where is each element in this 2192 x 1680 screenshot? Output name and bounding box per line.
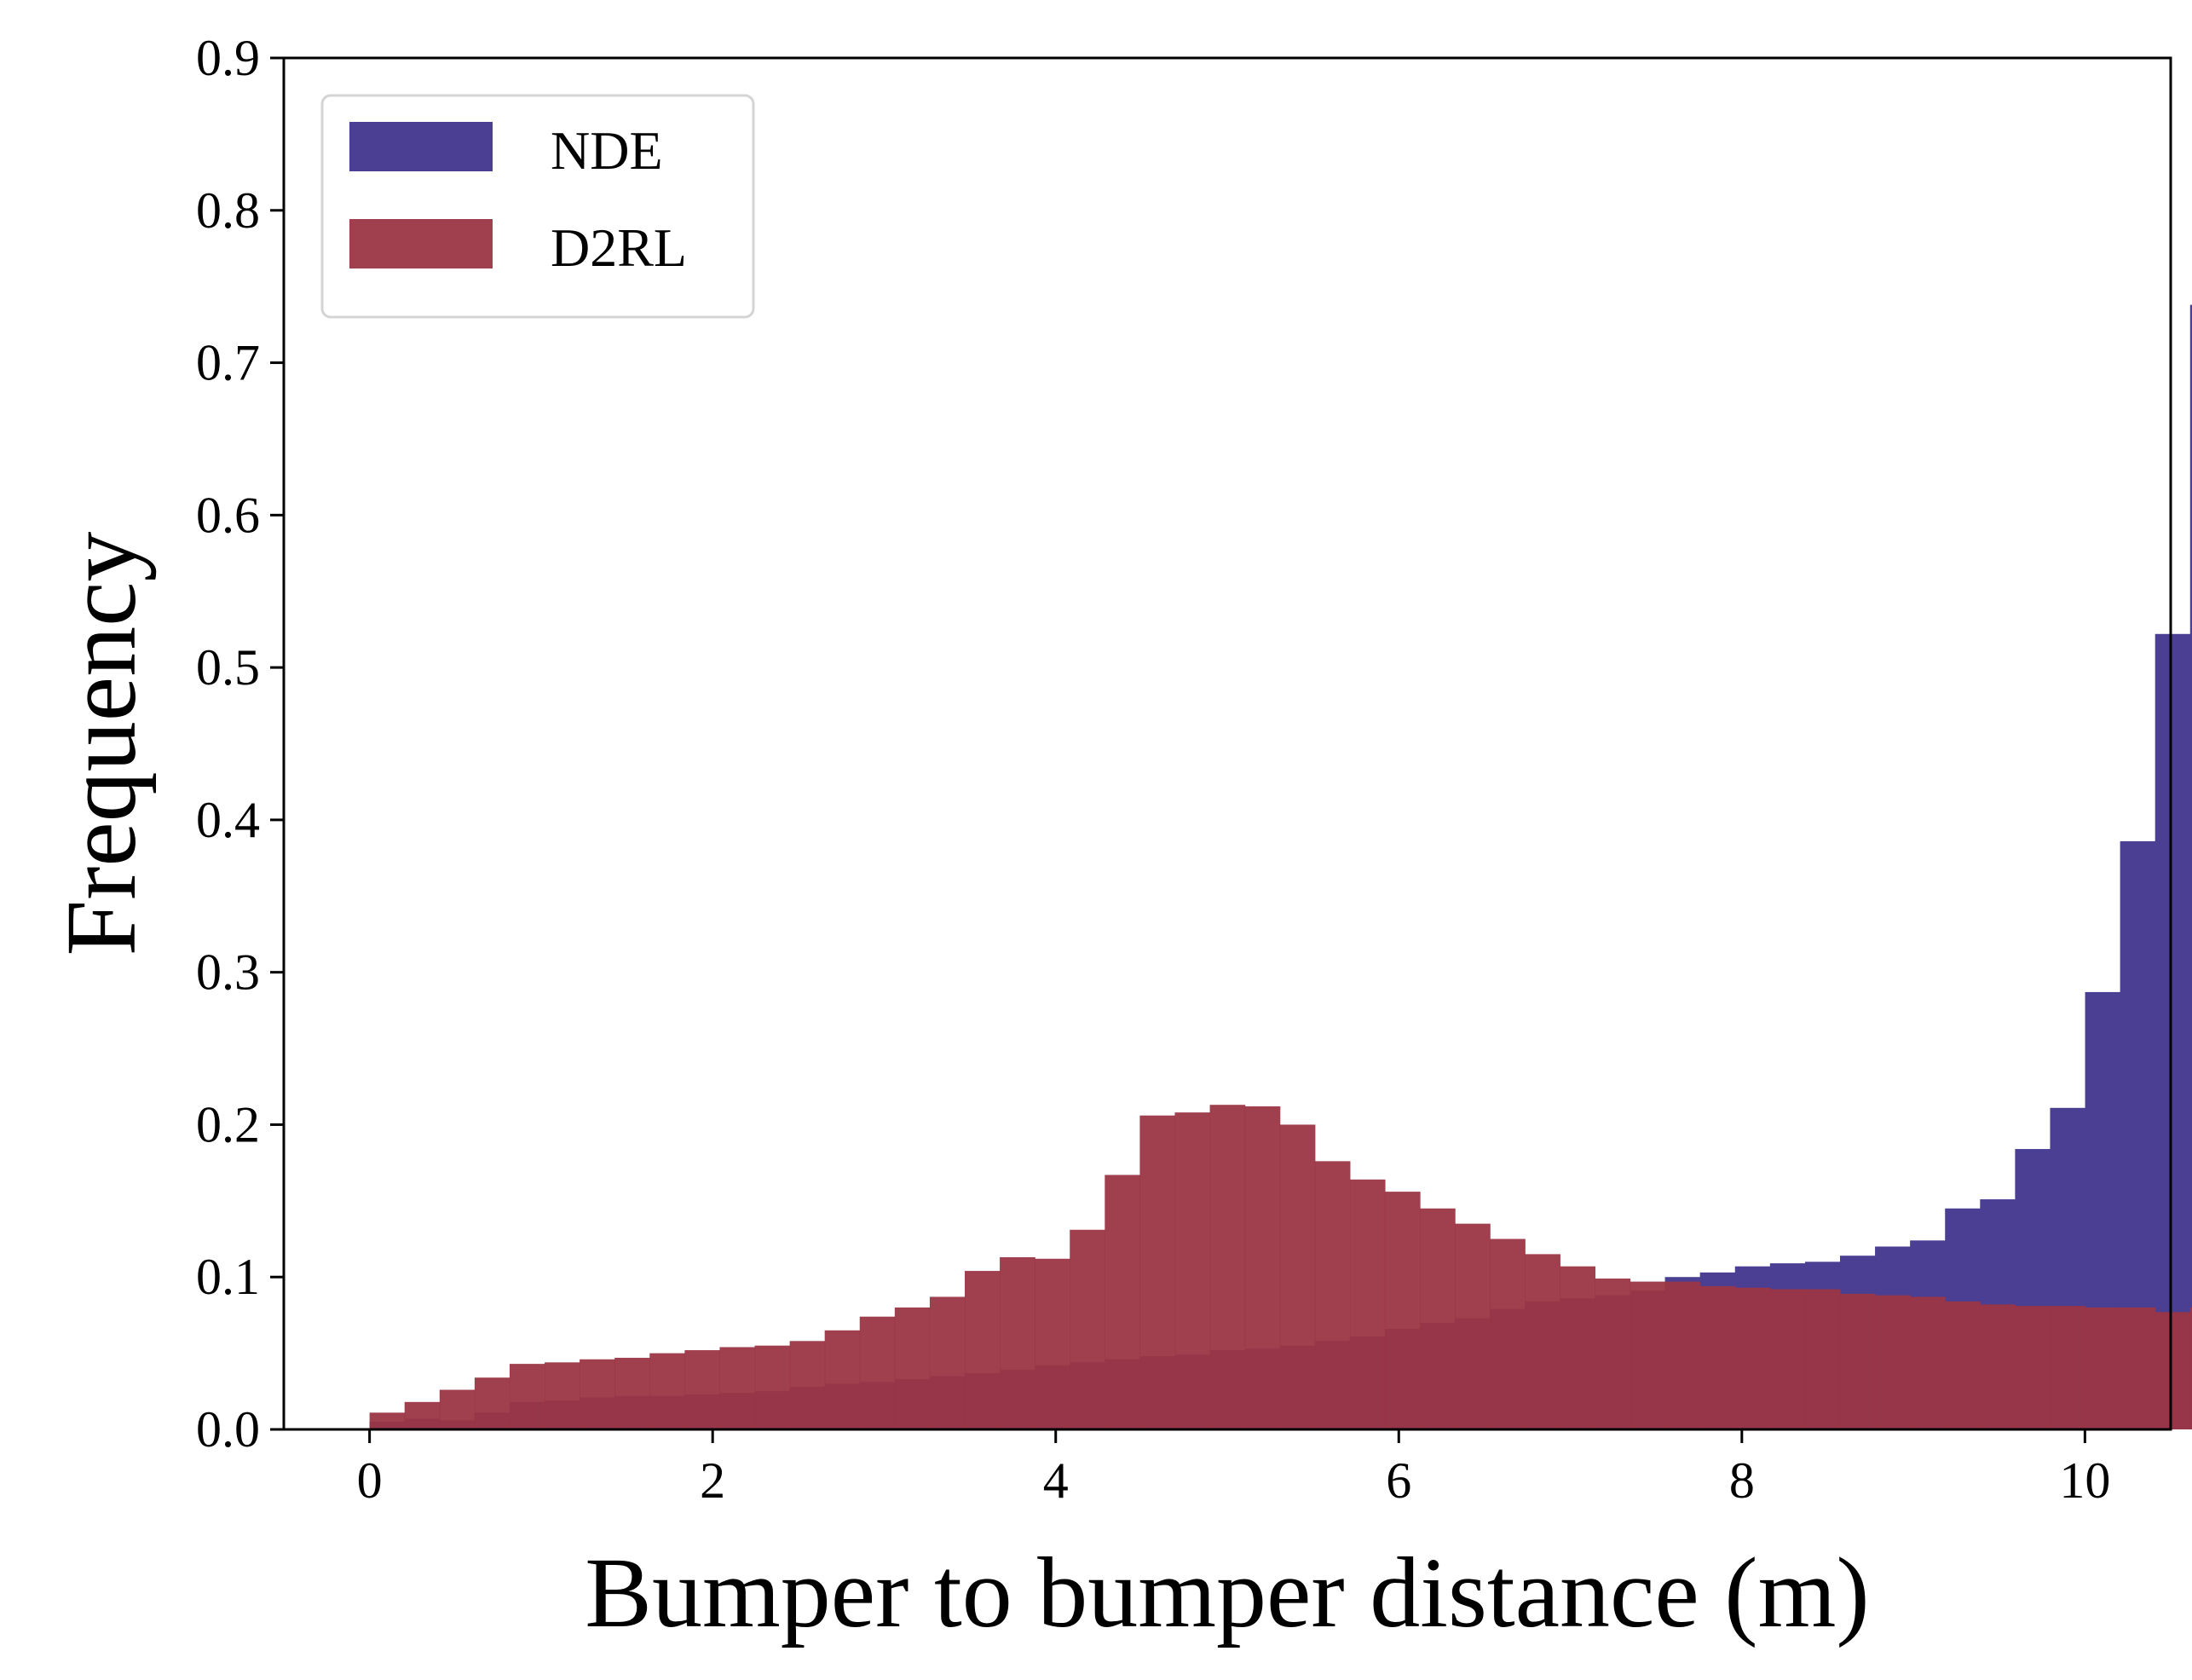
y-tick-label: 0.9 xyxy=(196,30,260,86)
bar-d2rl xyxy=(2155,1312,2191,1429)
bar-d2rl xyxy=(1980,1304,2016,1429)
x-tick-label: 2 xyxy=(700,1452,725,1509)
y-tick-label: 0.7 xyxy=(196,335,260,391)
bar-d2rl xyxy=(1349,1179,1386,1429)
bar-d2rl xyxy=(2085,1307,2121,1429)
y-tick-label: 0.5 xyxy=(196,639,260,696)
bar-d2rl xyxy=(439,1389,476,1429)
x-axis: 0 2 4 6 8 10 xyxy=(357,1429,2110,1509)
bar-d2rl xyxy=(1105,1175,1140,1429)
bar-d2rl xyxy=(509,1364,545,1429)
x-tick-label: 0 xyxy=(357,1452,383,1509)
legend-label-d2rl: D2RL xyxy=(551,217,687,278)
legend: NDE D2RL xyxy=(320,94,755,319)
bar-d2rl xyxy=(1875,1295,1911,1429)
bar-d2rl xyxy=(684,1350,721,1429)
y-tick-label: 0.4 xyxy=(196,792,260,848)
bar-d2rl xyxy=(789,1341,826,1429)
bar-d2rl xyxy=(1314,1161,1351,1429)
bar-d2rl xyxy=(1734,1287,1771,1429)
bar-d2rl xyxy=(2189,1307,2192,1429)
bar-d2rl xyxy=(1279,1124,1316,1429)
bar-d2rl xyxy=(545,1362,580,1429)
bar-d2rl xyxy=(754,1345,791,1429)
bar-d2rl xyxy=(1035,1258,1070,1429)
plot-frame xyxy=(282,56,2172,1431)
bar-d2rl xyxy=(1595,1279,1631,1429)
bar-d2rl xyxy=(1174,1112,1211,1429)
bar-d2rl xyxy=(369,1412,406,1429)
x-tick-label: 4 xyxy=(1043,1452,1069,1509)
bar-d2rl xyxy=(404,1401,441,1429)
bar-d2rl xyxy=(1664,1281,1701,1429)
bar-d2rl xyxy=(1839,1293,1876,1429)
y-axis: 0.0 0.1 0.2 0.3 0.4 0.5 0.6 0.7 0.8 0.9 xyxy=(196,30,284,1458)
legend-swatch-nde xyxy=(349,122,493,171)
bar-d2rl xyxy=(964,1271,1001,1429)
legend-swatch-d2rl xyxy=(349,219,493,268)
bar-d2rl xyxy=(1455,1223,1491,1429)
bar-d2rl xyxy=(1525,1254,1560,1429)
y-tick-label: 0.8 xyxy=(196,182,260,239)
series-d2rl-bars xyxy=(369,1105,2192,1429)
bar-d2rl xyxy=(1070,1229,1105,1429)
bar-d2rl xyxy=(2120,1307,2156,1429)
x-tick-label: 6 xyxy=(1386,1452,1411,1509)
bar-d2rl xyxy=(2050,1306,2086,1429)
bar-d2rl xyxy=(824,1330,861,1429)
bar-d2rl xyxy=(1560,1266,1596,1429)
x-tick-label: 8 xyxy=(1729,1452,1755,1509)
bar-nde xyxy=(2155,633,2191,1429)
bar-nde xyxy=(2189,304,2192,1429)
y-tick-label: 0.1 xyxy=(196,1249,260,1305)
bar-d2rl xyxy=(929,1296,966,1429)
bar-d2rl xyxy=(719,1347,756,1429)
bar-d2rl xyxy=(1804,1289,1841,1429)
bar-d2rl xyxy=(894,1307,931,1429)
bar-d2rl xyxy=(1209,1105,1246,1429)
bar-d2rl xyxy=(859,1316,896,1429)
bar-d2rl xyxy=(1000,1256,1035,1429)
bars-layer xyxy=(369,304,2192,1429)
y-tick-label: 0.0 xyxy=(196,1401,260,1458)
bar-d2rl xyxy=(1490,1238,1526,1429)
y-tick-label: 0.2 xyxy=(196,1096,260,1152)
bar-d2rl xyxy=(1420,1208,1456,1429)
bar-d2rl xyxy=(1384,1192,1421,1429)
bar-d2rl xyxy=(614,1357,650,1429)
y-tick-label: 0.6 xyxy=(196,487,260,543)
x-tick-label: 10 xyxy=(2059,1452,2110,1509)
bar-d2rl xyxy=(1139,1115,1176,1429)
y-tick-label: 0.3 xyxy=(196,944,260,1001)
x-axis-title: Bumper to bumper distance (m) xyxy=(585,1537,1869,1648)
bar-d2rl xyxy=(1910,1296,1946,1429)
bar-d2rl xyxy=(2015,1306,2051,1429)
bar-d2rl xyxy=(1945,1301,1981,1429)
bar-d2rl xyxy=(1769,1289,1806,1429)
bar-d2rl xyxy=(474,1377,511,1429)
bar-d2rl xyxy=(649,1353,685,1429)
bar-d2rl xyxy=(1244,1106,1281,1429)
legend-label-nde: NDE xyxy=(551,120,663,181)
bar-d2rl xyxy=(1630,1281,1666,1429)
y-axis-title: Frequency xyxy=(45,531,157,955)
bar-d2rl xyxy=(1699,1285,1736,1429)
bar-d2rl xyxy=(580,1359,615,1429)
